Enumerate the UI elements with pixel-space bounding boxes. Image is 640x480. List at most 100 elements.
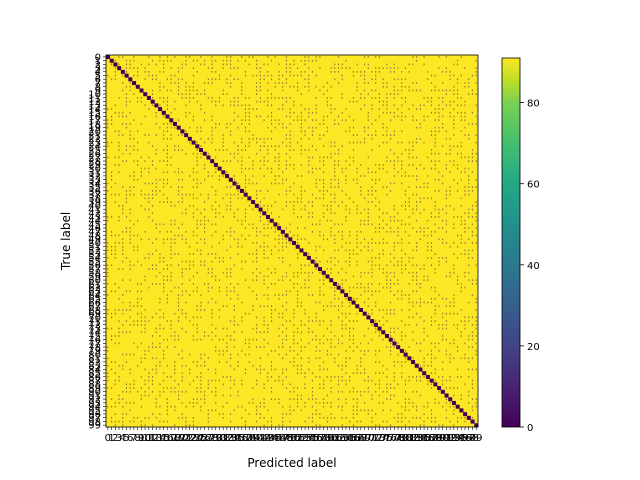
cell-annotation-mark (319, 197, 320, 199)
cell-annotation-mark (312, 131, 313, 133)
cell-annotation-mark (375, 205, 376, 207)
cell-annotation-mark (357, 410, 358, 412)
cell-annotation-mark (375, 328, 376, 330)
cell-annotation-mark (230, 134, 231, 136)
cell-annotation-mark (130, 305, 131, 307)
cell-annotation-mark (301, 357, 302, 359)
cell-annotation-mark (223, 160, 224, 162)
cell-annotation-mark (115, 413, 116, 415)
cell-annotation-mark (390, 279, 391, 281)
cell-annotation-mark (357, 71, 358, 73)
cell-annotation-mark (230, 153, 231, 155)
cell-annotation-mark (163, 287, 164, 289)
cell-annotation-mark (368, 305, 369, 307)
cell-annotation-mark (301, 350, 302, 352)
cell-annotation-mark (308, 361, 309, 363)
heatmap-diagonal-cell (195, 144, 199, 148)
cell-annotation-mark (323, 279, 324, 281)
cell-annotation-mark (167, 60, 168, 62)
cell-annotation-mark (215, 410, 216, 412)
cell-annotation-mark (338, 343, 339, 345)
cell-annotation-mark (118, 205, 119, 207)
cell-annotation-mark (420, 186, 421, 188)
cell-annotation-mark (375, 331, 376, 333)
cell-annotation-mark (197, 305, 198, 307)
cell-annotation-mark (126, 257, 127, 259)
cell-annotation-mark (249, 157, 250, 159)
cell-annotation-mark (368, 56, 369, 58)
cell-annotation-mark (397, 90, 398, 92)
cell-annotation-mark (290, 320, 291, 322)
cell-annotation-mark (145, 354, 146, 356)
cell-annotation-mark (282, 86, 283, 88)
cell-annotation-mark (118, 149, 119, 151)
cell-annotation-mark (301, 395, 302, 397)
cell-annotation-mark (334, 186, 335, 188)
cell-annotation-mark (438, 216, 439, 218)
cell-annotation-mark (401, 238, 402, 240)
cell-annotation-mark (238, 242, 239, 244)
cell-annotation-mark (208, 369, 209, 371)
cell-annotation-mark (405, 383, 406, 385)
cell-annotation-mark (416, 119, 417, 121)
cell-annotation-mark (394, 112, 395, 114)
cell-annotation-mark (156, 224, 157, 226)
cell-annotation-mark (301, 216, 302, 218)
cell-annotation-mark (312, 380, 313, 382)
cell-annotation-mark (435, 298, 436, 300)
cell-annotation-mark (249, 142, 250, 144)
cell-annotation-mark (334, 235, 335, 237)
cell-annotation-mark (156, 186, 157, 188)
cell-annotation-mark (148, 417, 149, 419)
cell-annotation-mark (383, 86, 384, 88)
cell-annotation-mark (163, 279, 164, 281)
cell-annotation-mark (316, 183, 317, 185)
cell-annotation-mark (472, 216, 473, 218)
cell-annotation-mark (301, 324, 302, 326)
cell-annotation-mark (476, 328, 477, 330)
cell-annotation-mark (249, 346, 250, 348)
cell-annotation-mark (282, 357, 283, 359)
cell-annotation-mark (427, 365, 428, 367)
cell-annotation-mark (163, 86, 164, 88)
cell-annotation-mark (409, 294, 410, 296)
cell-annotation-mark (331, 354, 332, 356)
colorbar (502, 58, 520, 427)
cell-annotation-mark (118, 112, 119, 114)
cell-annotation-mark (189, 194, 190, 196)
cell-annotation-mark (334, 108, 335, 110)
cell-annotation-mark (197, 183, 198, 185)
cell-annotation-mark (252, 402, 253, 404)
cell-annotation-mark (331, 402, 332, 404)
cell-annotation-mark (472, 157, 473, 159)
cell-annotation-mark (282, 250, 283, 252)
cell-annotation-mark (349, 250, 350, 252)
cell-annotation-mark (435, 369, 436, 371)
cell-annotation-mark (256, 242, 257, 244)
cell-annotation-mark (107, 257, 108, 259)
cell-annotation-mark (211, 127, 212, 129)
cell-annotation-mark (301, 75, 302, 77)
cell-annotation-mark (409, 302, 410, 304)
cell-annotation-mark (450, 421, 451, 423)
cell-annotation-mark (383, 242, 384, 244)
cell-annotation-mark (357, 346, 358, 348)
cell-annotation-mark (338, 339, 339, 341)
heatmap-diagonal-cell (404, 353, 408, 357)
cell-annotation-mark (431, 302, 432, 304)
cell-annotation-mark (334, 171, 335, 173)
cell-annotation-mark (319, 56, 320, 58)
cell-annotation-mark (390, 190, 391, 192)
cell-annotation-mark (249, 179, 250, 181)
cell-annotation-mark (338, 67, 339, 69)
cell-annotation-mark (364, 372, 365, 374)
cell-annotation-mark (371, 90, 372, 92)
cell-annotation-mark (390, 253, 391, 255)
cell-annotation-mark (278, 75, 279, 77)
cell-annotation-mark (219, 75, 220, 77)
cell-annotation-mark (468, 335, 469, 337)
cell-annotation-mark (141, 168, 142, 170)
cell-annotation-mark (178, 253, 179, 255)
cell-annotation-mark (461, 220, 462, 222)
cell-annotation-mark (282, 104, 283, 106)
